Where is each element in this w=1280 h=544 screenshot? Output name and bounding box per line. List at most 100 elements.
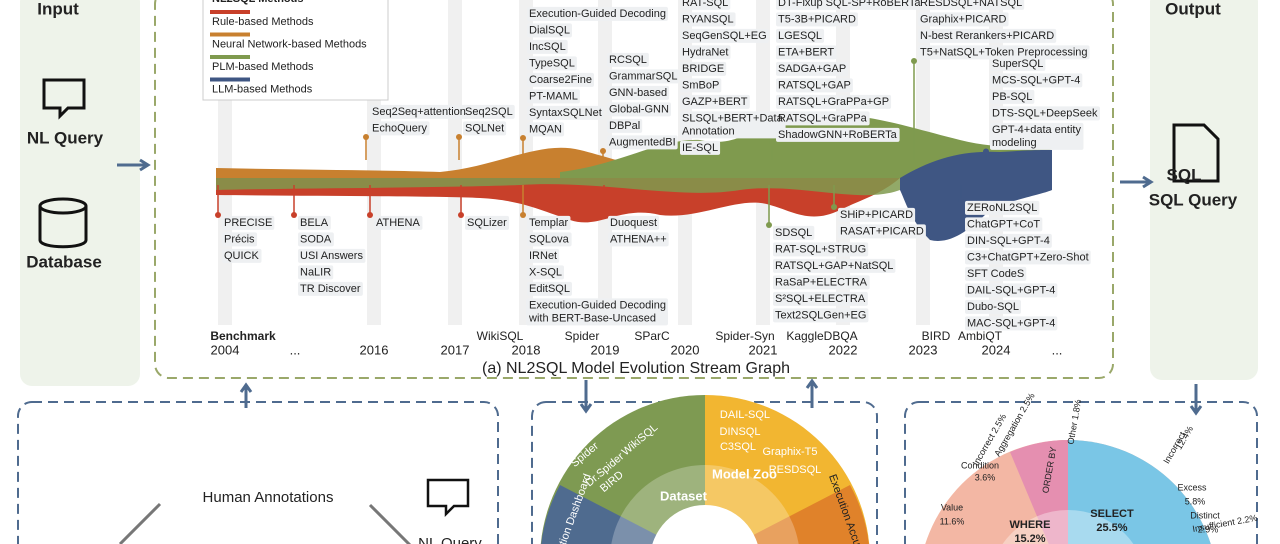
- legend-swatch: [210, 55, 250, 59]
- method-label: MCS-SQL+GPT-4: [992, 74, 1080, 86]
- legend-swatch: [210, 77, 250, 82]
- method-label: DT-Fixup SQL-SP+RoBERTa: [778, 0, 921, 9]
- method-label: GAZP+BERT: [682, 96, 748, 108]
- output-panel: [1150, 0, 1258, 380]
- label-bg: [773, 242, 869, 257]
- year-label: 2020: [671, 342, 700, 357]
- label-bg: [965, 266, 1027, 281]
- label-bg: [773, 275, 870, 290]
- label-bg: [776, 127, 900, 142]
- label-bg: [918, 12, 1009, 27]
- wheel: [540, 395, 870, 544]
- stem-dot: [363, 134, 369, 140]
- method-label: GNN-based: [609, 87, 667, 99]
- stem-dot: [766, 222, 772, 228]
- method-label: Text2SQLGen+EG: [775, 309, 866, 321]
- annotation-panel: [17, 401, 499, 544]
- method-label: SFT CodeS: [967, 268, 1024, 280]
- benchmark-label: Benchmark: [210, 329, 276, 343]
- legend-title: NL2SQL Methods: [212, 0, 303, 5]
- label-bg: [222, 215, 275, 230]
- method-label: ChatGPT+CoT: [967, 218, 1040, 230]
- method-label: BRIDGE: [682, 63, 724, 75]
- method-label: DIN-SQL+GPT-4: [967, 235, 1050, 247]
- label-bg: [465, 215, 510, 230]
- method-label: RCSQL: [609, 54, 647, 66]
- method-label: PB-SQL: [992, 91, 1032, 103]
- wheel-dataset: Dataset: [660, 488, 708, 503]
- label-bg: [990, 89, 1035, 104]
- method-label: RATSQL+GraPPa+GP: [778, 96, 889, 108]
- stem-dot: [291, 212, 297, 218]
- method-label: RATSQL+GAP+NatSQL: [775, 260, 893, 272]
- label-bg: [776, 12, 858, 27]
- stem-dot: [520, 135, 526, 141]
- legend-swatch: [210, 32, 250, 37]
- stem-dot: [911, 58, 917, 64]
- method-label: T5+NatSQL+Token Preprocessing: [920, 46, 1088, 58]
- year-label: ...: [290, 342, 301, 357]
- label-bg: [527, 56, 577, 71]
- label-bg: [527, 72, 594, 87]
- sunburst: [925, 440, 1211, 544]
- sunburst-label: 5.8%: [1185, 496, 1206, 506]
- method-label: QUICK: [224, 250, 260, 262]
- label-bg: [222, 248, 262, 263]
- sunburst-label: Distinct: [1190, 510, 1220, 520]
- sunburst-label: 25.5%: [1096, 522, 1127, 534]
- label-bg: [527, 105, 604, 120]
- method-label: IE-SQL: [682, 142, 718, 154]
- label-bg: [776, 0, 924, 10]
- label-bg: [965, 233, 1052, 248]
- year-label: 2021: [749, 342, 778, 357]
- stem-dot: [673, 153, 679, 160]
- stem-dot: [367, 212, 373, 218]
- benchmark-label: BIRD: [922, 329, 951, 343]
- stem-dot: [769, 140, 775, 147]
- method-label: SeqGenSQL+EG: [682, 30, 767, 42]
- method-label: ATHENA: [376, 217, 420, 229]
- stem-dot: [456, 134, 462, 140]
- label-bg: [776, 28, 825, 43]
- label-bg: [680, 78, 722, 93]
- label-bg: [298, 265, 334, 280]
- year-label: 2024: [982, 342, 1011, 357]
- label-bg: [298, 248, 366, 263]
- method-label: ETA+BERT: [778, 46, 834, 58]
- db-icon: [38, 197, 88, 249]
- label-bg: [527, 265, 565, 280]
- label-bg: [838, 207, 916, 222]
- method-label: BELA: [300, 217, 329, 229]
- year-label: ...: [1052, 342, 1063, 357]
- method-label: X-SQL: [529, 266, 562, 278]
- sunburst-label: Condition: [961, 460, 999, 470]
- method-label: Précis: [224, 233, 255, 245]
- method-label: SHiP+PICARD: [840, 209, 913, 221]
- output-title: Output: [1165, 0, 1221, 18]
- model-name: Graphix-T5: [762, 446, 817, 458]
- benchmark-label: AmbiQT: [958, 329, 1003, 343]
- label-bg: [607, 118, 643, 133]
- label-bg: [990, 122, 1084, 150]
- label-bg: [370, 104, 468, 119]
- label-bg: [298, 281, 363, 296]
- label-bg: [990, 73, 1083, 88]
- method-label: ShadowGNN+RoBERTa: [778, 129, 898, 141]
- output-sql: SQL: [1167, 165, 1202, 184]
- method-label: SADGA+GAP: [778, 63, 846, 75]
- stem-dot: [520, 212, 526, 218]
- label-bg: [527, 232, 572, 247]
- method-label: DTS-SQL+DeepSeek: [992, 107, 1098, 119]
- method-label: EchoQuery: [372, 122, 428, 134]
- method-label: Execution-Guided Decoding with BERT-Base-…: [528, 299, 666, 324]
- label-bg: [680, 94, 750, 109]
- model-name: RESDSQL: [769, 464, 822, 476]
- method-label: DAIL-SQL+GPT-4: [967, 284, 1055, 296]
- method-label: SQLova: [529, 233, 570, 245]
- legend-swatch: [210, 10, 250, 14]
- benchmark-label: Spider: [565, 329, 600, 343]
- stream-panel: [154, 0, 1114, 379]
- label-bg: [527, 281, 572, 296]
- nl-icon: [42, 78, 86, 120]
